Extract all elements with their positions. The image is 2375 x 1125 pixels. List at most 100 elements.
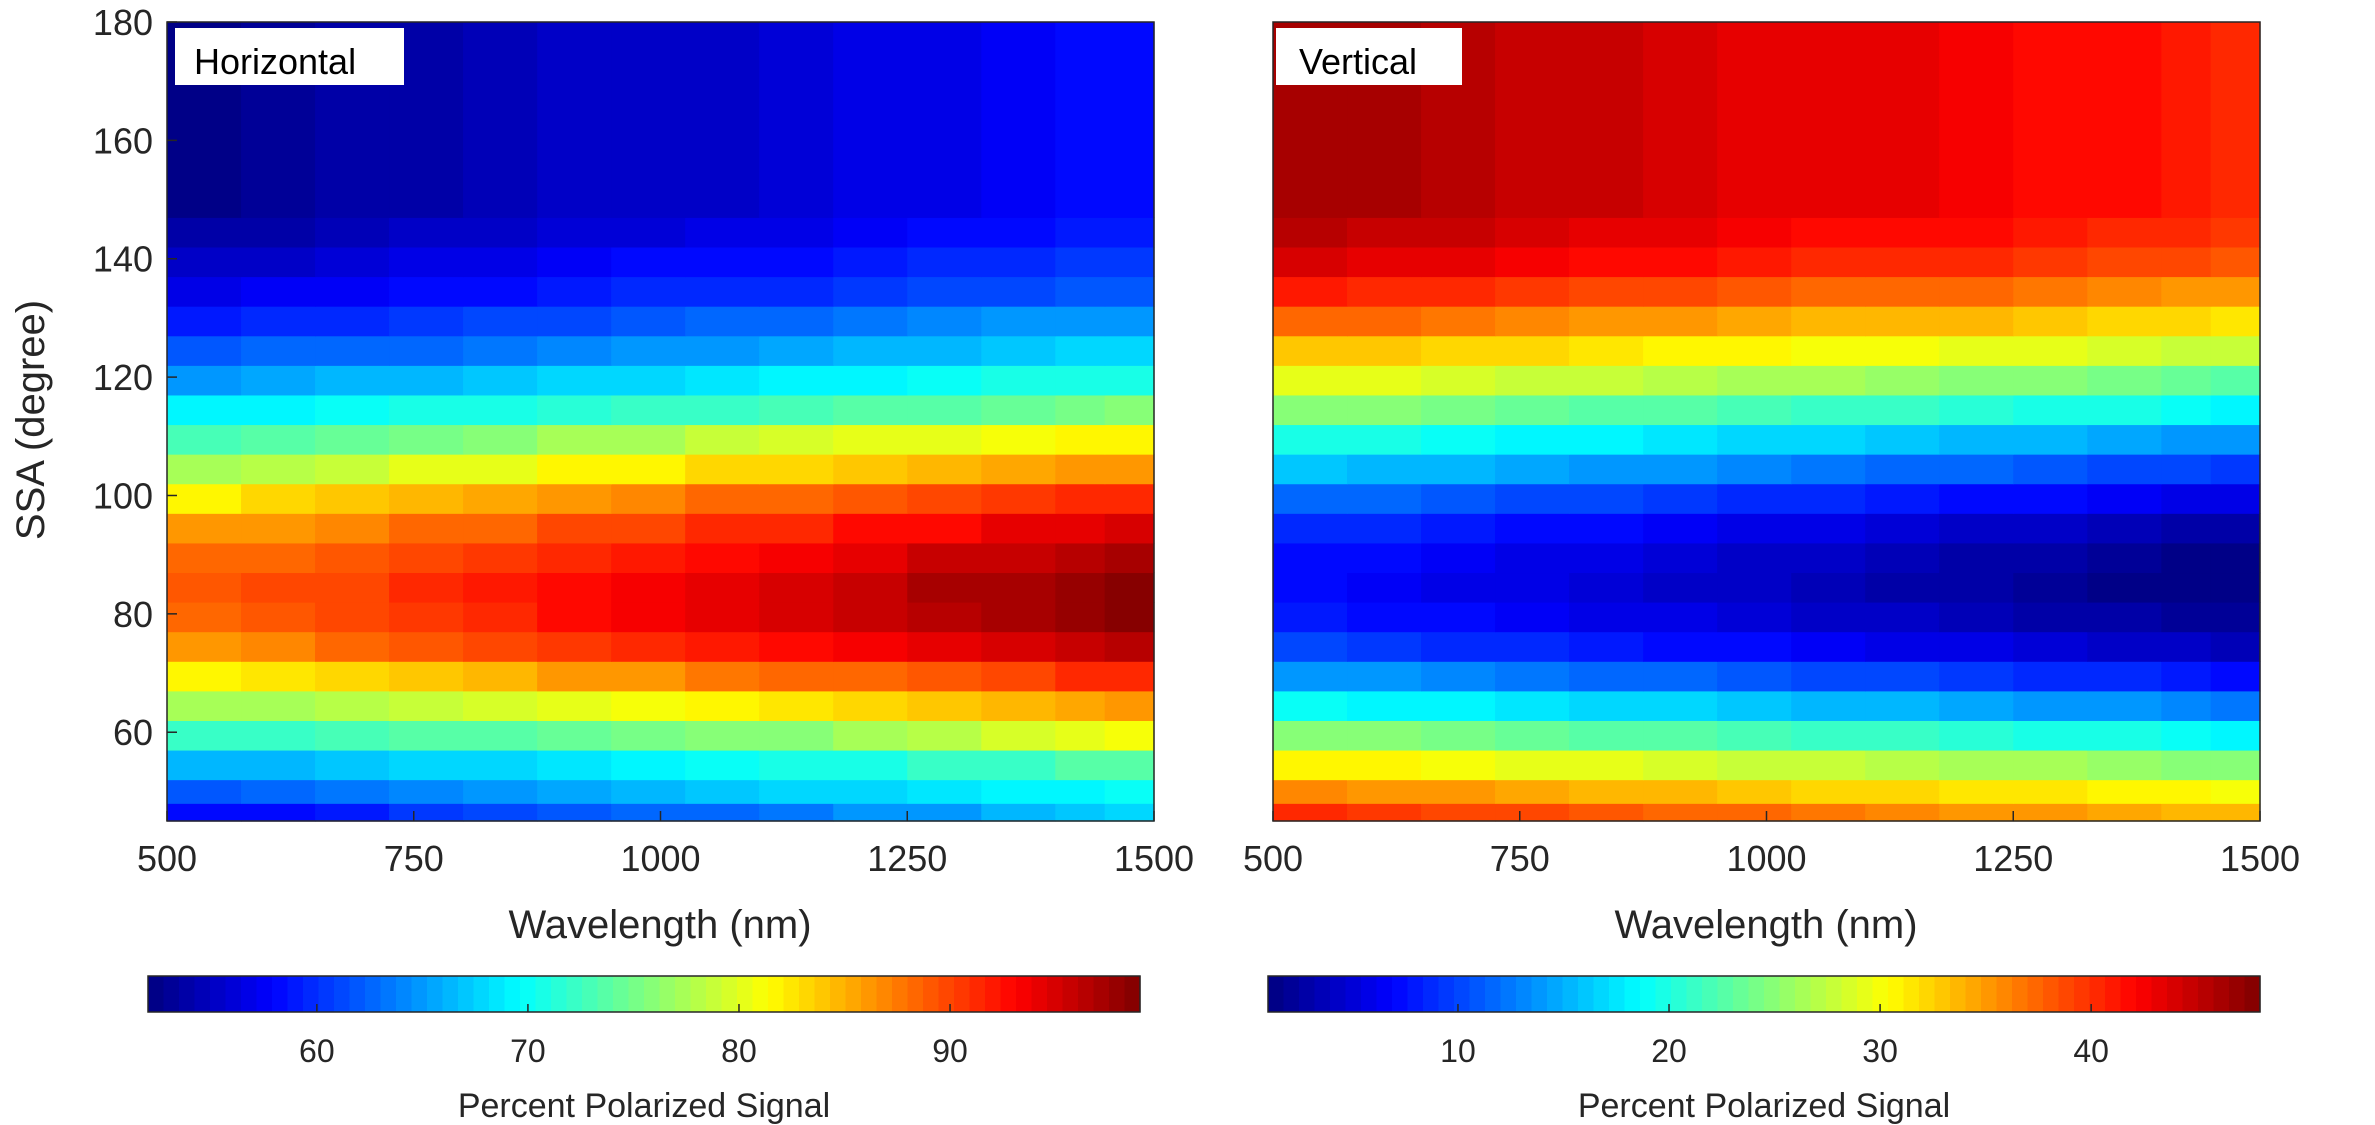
heatmap-cell (1865, 365, 1940, 396)
heatmap-cell (2013, 335, 2088, 366)
heatmap-cell (537, 661, 612, 692)
colorbar-swatch (2012, 976, 2029, 1012)
heatmap-cell (1273, 513, 1348, 544)
heatmap-cell (1421, 690, 1496, 721)
heatmap-cell (1939, 365, 2014, 396)
heatmap-cell (685, 690, 760, 721)
heatmap-cell (167, 542, 242, 574)
heatmap-cell (1717, 276, 1792, 307)
heatmap-cell (1865, 720, 1940, 751)
heatmap-cell (1104, 542, 1155, 574)
heatmap-cell (685, 335, 760, 366)
heatmap-cell (833, 217, 908, 248)
heatmap-cell (1495, 602, 1570, 633)
heatmap-cell (1347, 720, 1422, 751)
heatmap-cell (1791, 365, 1866, 396)
heatmap-cell (1495, 513, 1570, 544)
heatmap-cell (1055, 542, 1106, 574)
heatmap-cell (537, 720, 612, 751)
heatmap-cell (907, 749, 982, 781)
heatmap-cell (463, 483, 538, 514)
heatmap-cell (1495, 572, 1570, 603)
heatmap-cells-horizontal (167, 22, 1155, 822)
colorbar-swatch (458, 976, 475, 1012)
heatmap-cell (1055, 483, 1106, 514)
heatmap-cell (2013, 306, 2088, 337)
heatmap-cell (389, 690, 464, 721)
heatmap-cell (2210, 454, 2261, 485)
heatmap-cell (1421, 394, 1496, 426)
heatmap-cell (1643, 276, 1718, 307)
colorbar-swatch (2058, 976, 2075, 1012)
heatmap-cell (1939, 690, 2014, 721)
colorbar-swatch (1872, 976, 1889, 1012)
colorbar-swatch (923, 976, 940, 1012)
heatmap-cell (907, 572, 982, 603)
heatmap-cell (2210, 749, 2261, 781)
colorbar-swatch (1283, 976, 1300, 1012)
heatmap-cell (389, 602, 464, 633)
heatmap-cell (1717, 454, 1792, 485)
colorbar-tick-label: 80 (721, 1033, 757, 1069)
heatmap-cell (537, 803, 612, 822)
colorbar-horizontal: 60 70 80 90 Percent Polarized Signal (147, 975, 1141, 1125)
heatmap-cell (1273, 631, 1348, 662)
colorbar-swatch (1950, 976, 1967, 1012)
heatmap-cell (611, 631, 686, 662)
colorbar-swatch (1717, 976, 1734, 1012)
heatmap-cell (1569, 306, 1644, 337)
heatmap-cell (2161, 424, 2212, 455)
heatmap-cell (537, 602, 612, 633)
heatmap-cell (389, 572, 464, 603)
heatmap-cell (981, 306, 1056, 337)
heatmap-cell (981, 335, 1056, 366)
heatmap-cell (1104, 365, 1155, 396)
colorbar-swatch (411, 976, 428, 1012)
heatmap-cell (1643, 22, 1718, 218)
colorbar-swatch (1934, 976, 1951, 1012)
heatmap-cell (1791, 631, 1866, 662)
x-tick-label: 1250 (1973, 838, 2053, 879)
colorbar-swatch (1314, 976, 1331, 1012)
heatmap-cell (611, 22, 686, 218)
heatmap-cell (1495, 394, 1570, 426)
heatmap-cell (2161, 749, 2212, 781)
heatmap-cell (2087, 306, 2162, 337)
heatmap-cell (241, 246, 316, 278)
colorbar-swatch (349, 976, 366, 1012)
heatmap-cell (981, 513, 1056, 544)
heatmap-cell (2013, 661, 2088, 692)
colorbar-swatch (2198, 976, 2215, 1012)
heatmap-cell (463, 720, 538, 751)
heatmap-cell (1643, 365, 1718, 396)
heatmap-cell (2161, 306, 2212, 337)
heatmap-cell (167, 572, 242, 603)
heatmap-cell (1347, 602, 1422, 633)
colorbar-swatch (1733, 976, 1750, 1012)
colorbar-swatch (969, 976, 986, 1012)
heatmap-cell (241, 749, 316, 781)
heatmap-cell (241, 602, 316, 633)
heatmap-cell (685, 22, 760, 218)
heatmap-cell (1939, 631, 2014, 662)
panel-label-box-horizontal (175, 28, 404, 85)
heatmap-cell (1104, 335, 1155, 366)
colorbar-swatch (582, 976, 599, 1012)
colorbar-swatch (1031, 976, 1048, 1012)
heatmap-cell (1055, 661, 1106, 692)
heatmap-cell (167, 690, 242, 721)
heatmap-cell (759, 661, 834, 692)
x-tick-label: 750 (384, 838, 444, 879)
heatmap-cell (981, 720, 1056, 751)
heatmap-cell (167, 720, 242, 751)
colorbar-swatch (1748, 976, 1765, 1012)
colorbar-swatch (1299, 976, 1316, 1012)
colorbar-swatch (845, 976, 862, 1012)
heatmap-cell (833, 394, 908, 426)
heatmap-cell (1717, 661, 1792, 692)
heatmap-cell (611, 454, 686, 485)
heatmap-cell (1495, 720, 1570, 751)
colorbar-swatch (1516, 976, 1533, 1012)
heatmap-cell (759, 306, 834, 337)
heatmap-cell (1865, 394, 1940, 426)
